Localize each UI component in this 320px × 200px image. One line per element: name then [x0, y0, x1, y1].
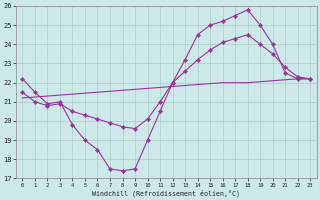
X-axis label: Windchill (Refroidissement éolien,°C): Windchill (Refroidissement éolien,°C): [92, 189, 240, 197]
